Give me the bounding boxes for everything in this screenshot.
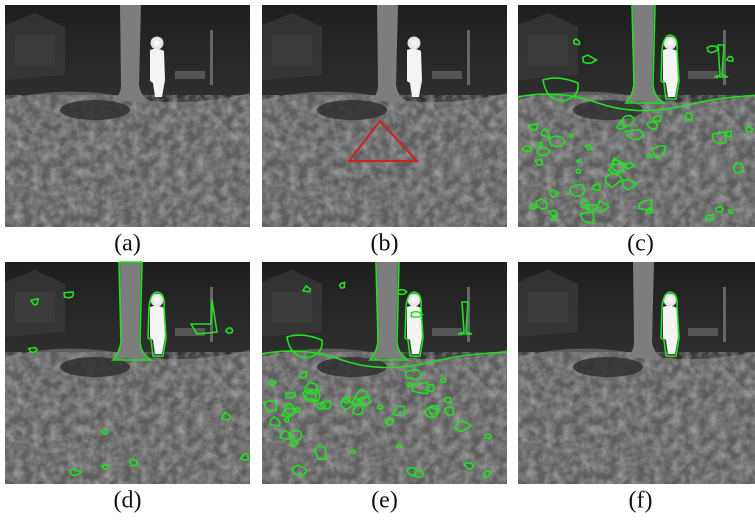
infrared-image (262, 5, 507, 227)
panel-label: (b) (371, 231, 399, 257)
infrared-image (5, 262, 250, 484)
panel (5, 5, 250, 227)
figure: (a) (b) (c) (d) (e) (f) (0, 0, 755, 526)
infrared-image (5, 5, 250, 227)
panel-label: (c) (627, 231, 654, 257)
panel (5, 262, 250, 484)
panel-label: (e) (371, 488, 398, 514)
panel-label: (a) (114, 231, 141, 257)
infrared-image (262, 262, 507, 484)
infrared-image (518, 5, 755, 227)
panel-label: (f) (629, 488, 653, 514)
page: (a)(b)(c)(d)(e)(f) (() => { const data =… (0, 0, 755, 526)
panel (518, 5, 755, 227)
panel (518, 262, 755, 484)
infrared-image (518, 262, 755, 484)
panel (262, 5, 507, 227)
panel (262, 262, 507, 484)
panel-label: (d) (114, 488, 142, 514)
